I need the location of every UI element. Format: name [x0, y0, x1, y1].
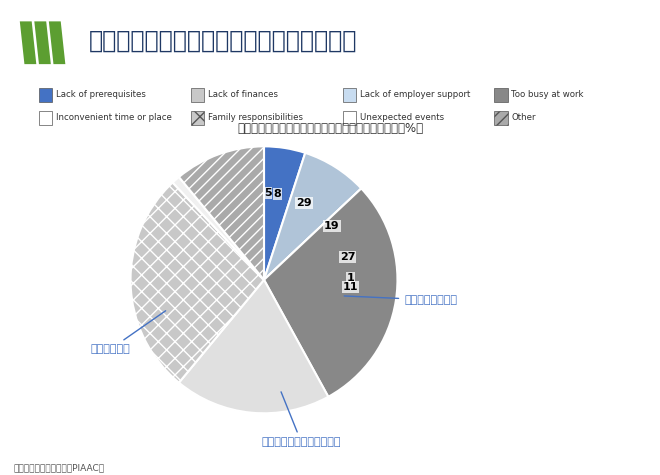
Polygon shape: [34, 21, 51, 64]
Bar: [39, 111, 52, 125]
Wedge shape: [264, 189, 361, 280]
Bar: [191, 111, 204, 125]
Text: Unexpected events: Unexpected events: [360, 114, 444, 123]
Bar: [343, 88, 356, 102]
Bar: [343, 111, 356, 125]
Text: 27: 27: [340, 252, 355, 262]
Text: 5: 5: [264, 188, 272, 198]
Text: 訓練の時間や場所が不都合: 訓練の時間や場所が不都合: [261, 392, 341, 447]
Bar: [191, 88, 204, 102]
Text: 出典：国際成人力調査（PIAAC）: 出典：国際成人力調査（PIAAC）: [13, 464, 104, 473]
Wedge shape: [173, 177, 264, 280]
Text: 仕事で忙し過ぎる: 仕事で忙し過ぎる: [344, 295, 457, 305]
Text: Lack of finances: Lack of finances: [208, 90, 278, 99]
Wedge shape: [264, 146, 305, 280]
Polygon shape: [49, 21, 65, 64]
Bar: [494, 111, 508, 125]
Wedge shape: [264, 189, 397, 397]
Text: Other: Other: [512, 114, 536, 123]
Text: 1: 1: [347, 273, 354, 283]
Wedge shape: [131, 182, 264, 383]
Text: Lack of prerequisites: Lack of prerequisites: [56, 90, 146, 99]
Text: 8: 8: [274, 189, 281, 199]
Wedge shape: [264, 153, 361, 280]
Text: Lack of employer support: Lack of employer support: [360, 90, 470, 99]
Text: 29: 29: [296, 198, 312, 208]
Text: 訓練に参加したかったが参加しなかった成人の割合（%）: 訓練に参加したかったが参加しなかった成人の割合（%）: [237, 123, 423, 135]
Bar: [494, 88, 508, 102]
Wedge shape: [179, 280, 328, 413]
Text: 訓練に参加しなかった主な理由は時間不足: 訓練に参加しなかった主な理由は時間不足: [89, 29, 358, 53]
Text: 家族への責任: 家族への責任: [90, 311, 166, 354]
Text: Family responsibilities: Family responsibilities: [208, 114, 303, 123]
Text: Too busy at work: Too busy at work: [512, 90, 584, 99]
Text: 11: 11: [343, 282, 358, 292]
Polygon shape: [20, 21, 36, 64]
Wedge shape: [179, 146, 264, 280]
Bar: [39, 88, 52, 102]
Text: Inconvenient time or place: Inconvenient time or place: [56, 114, 172, 123]
Text: 19: 19: [324, 221, 340, 231]
